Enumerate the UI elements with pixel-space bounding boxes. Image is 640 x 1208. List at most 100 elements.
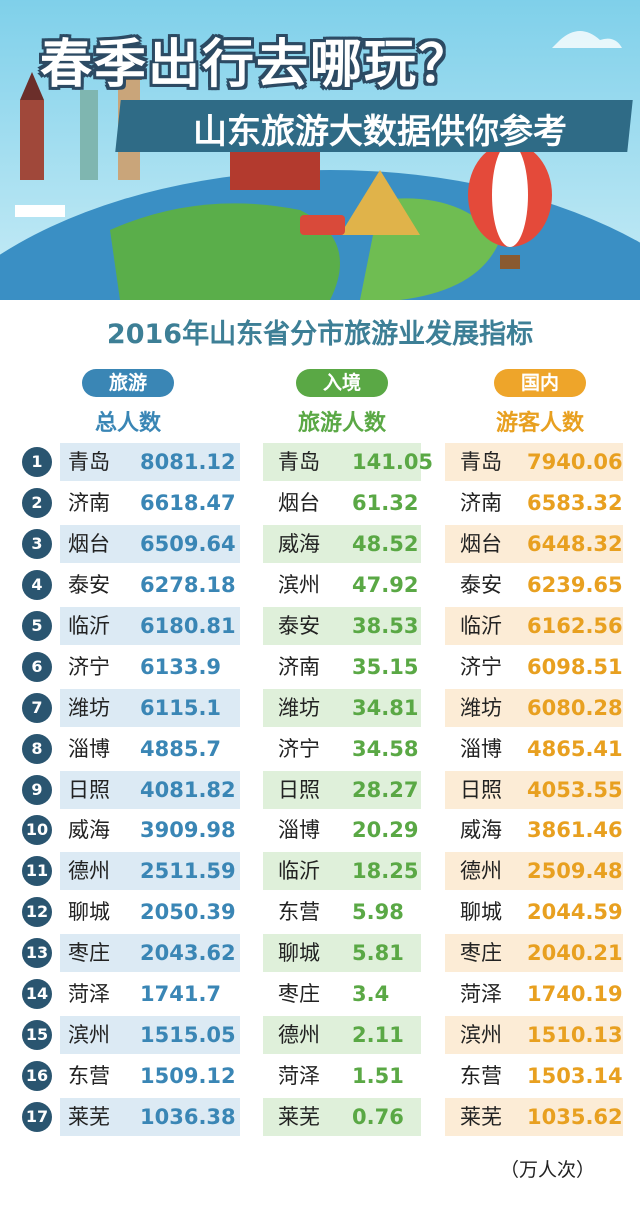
value: 6098.51: [527, 654, 623, 679]
row-background: [263, 852, 421, 891]
value: 2511.59: [140, 859, 236, 884]
row-background: [60, 1098, 240, 1137]
value: 6278.18: [140, 572, 236, 597]
city-name: 淄博: [460, 736, 502, 761]
city-name: 潍坊: [460, 695, 502, 720]
city-name: 枣庄: [68, 941, 110, 966]
value: 1.51: [352, 1064, 404, 1089]
city-name: 临沂: [278, 859, 320, 884]
rank-badge: 7: [22, 692, 52, 723]
row-background: [60, 770, 240, 809]
row-background: [263, 770, 421, 809]
city-name: 枣庄: [460, 941, 502, 966]
city-name: 日照: [68, 777, 110, 802]
value: 7940.06: [527, 450, 623, 474]
rank-badge: 9: [22, 774, 52, 805]
value: 2040.21: [527, 941, 623, 966]
city-name: 烟台: [460, 531, 502, 556]
value: 6239.65: [527, 572, 623, 597]
rank-badge: 8: [22, 733, 52, 764]
city-name: 莱芜: [68, 1105, 110, 1130]
city-name: 菏泽: [68, 982, 110, 1007]
city-name: 威海: [68, 818, 110, 843]
city-name: 聊城: [68, 900, 110, 925]
column-tag: 国内: [494, 369, 586, 397]
city-name: 泰安: [460, 572, 502, 597]
city-name: 日照: [278, 777, 320, 802]
value: 28.27: [352, 777, 419, 802]
row-background: [445, 443, 623, 481]
row-background: [60, 1016, 240, 1055]
city-name: 东营: [68, 1064, 110, 1089]
city-name: 滨州: [68, 1023, 110, 1048]
value: 1740.19: [527, 982, 623, 1007]
value: 3.4: [352, 982, 390, 1007]
row-background: [263, 1098, 421, 1137]
value: 34.58: [352, 736, 419, 761]
value: 1509.12: [140, 1064, 236, 1089]
city-name: 济南: [278, 654, 320, 679]
value: 1515.05: [140, 1023, 236, 1048]
row-background: [60, 443, 240, 481]
city-name: 济宁: [278, 736, 320, 761]
value: 0.76: [352, 1105, 404, 1130]
row-background: [445, 606, 623, 645]
value: 3909.98: [140, 818, 236, 843]
subtitle: 山东旅游大数据供你参考: [193, 112, 567, 152]
row-background: [263, 524, 421, 563]
rank-badge: 17: [22, 1102, 52, 1133]
city-name: 莱芜: [460, 1105, 502, 1130]
rank-badge: 3: [22, 528, 52, 559]
city-name: 潍坊: [68, 695, 110, 720]
city-name: 菏泽: [460, 982, 502, 1007]
value: 6080.28: [527, 695, 623, 720]
row-background: [263, 688, 421, 727]
row-background: [445, 1098, 623, 1137]
city-name: 德州: [460, 859, 502, 884]
title: 春季出行去哪玩？: [40, 35, 473, 95]
row-background: [445, 852, 623, 891]
city-name: 济宁: [68, 654, 110, 679]
value: 3861.46: [527, 818, 623, 843]
row-background: [445, 770, 623, 809]
row-background: [60, 934, 240, 973]
city-name: 滨州: [460, 1023, 502, 1048]
row-background: [445, 524, 623, 563]
column-label: 旅游人数: [297, 411, 386, 436]
city-name: 威海: [278, 531, 320, 556]
city-name: 菏泽: [278, 1064, 320, 1089]
row-background: [263, 443, 421, 481]
value: 8081.12: [140, 450, 236, 474]
row-background: [263, 606, 421, 645]
rank-badge: 2: [22, 487, 52, 518]
row-background: [263, 934, 421, 973]
value: 18.25: [352, 859, 419, 884]
value: 4081.82: [140, 777, 236, 802]
value: 1510.13: [527, 1023, 623, 1048]
city-name: 威海: [460, 818, 502, 843]
rank-badge: 1: [22, 447, 52, 477]
row-background: [60, 524, 240, 563]
value: 1741.7: [140, 982, 222, 1007]
city-name: 济宁: [460, 654, 502, 679]
city-name: 东营: [460, 1064, 502, 1089]
value: 6618.47: [140, 490, 236, 515]
row-background: [445, 1016, 623, 1055]
city-name: 青岛: [460, 450, 502, 474]
city-name: 烟台: [68, 531, 110, 556]
value: 1035.62: [527, 1105, 623, 1130]
city-name: 潍坊: [278, 695, 320, 720]
city-name: 德州: [68, 859, 110, 884]
unit-note: （万人次）: [500, 1159, 596, 1181]
value: 35.15: [352, 654, 419, 679]
city-name: 聊城: [278, 941, 320, 966]
city-name: 临沂: [68, 613, 110, 638]
row-background: [60, 688, 240, 727]
city-name: 济南: [460, 490, 502, 515]
city-name: 莱芜: [278, 1105, 320, 1130]
city-name: 烟台: [278, 490, 320, 515]
rank-badge: 11: [22, 856, 52, 887]
city-name: 泰安: [278, 613, 320, 638]
rank-badge: 15: [22, 1020, 52, 1051]
